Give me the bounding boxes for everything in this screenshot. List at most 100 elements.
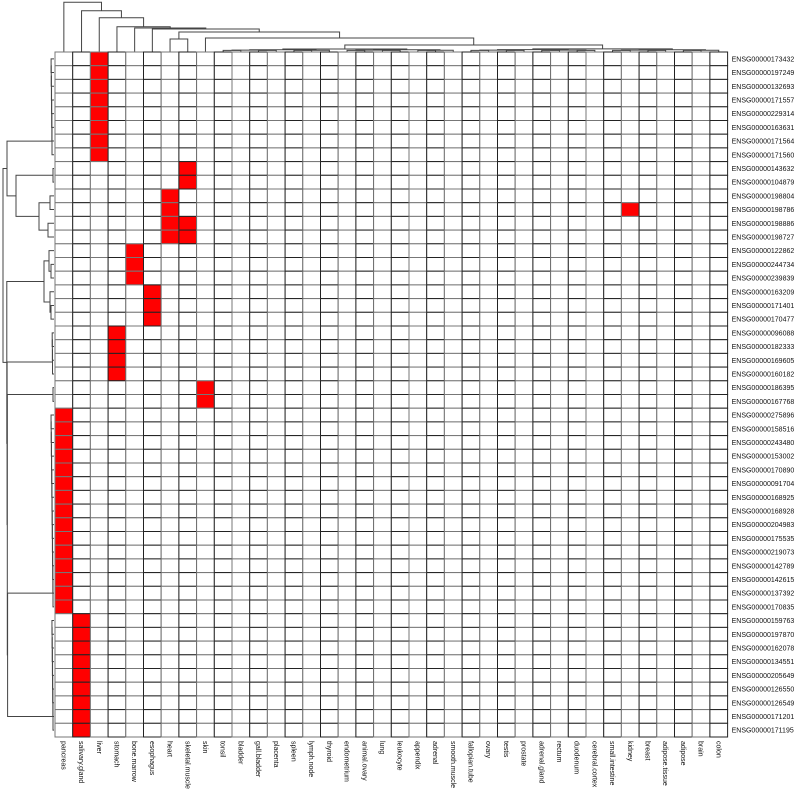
- heatmap-cell: [54, 78, 74, 94]
- heatmap-cell: [337, 599, 357, 615]
- heatmap-cell: [620, 339, 640, 354]
- row-label: ENSG00000198786: [732, 207, 795, 214]
- heatmap-cell: [302, 599, 321, 615]
- heatmap-cell: [125, 668, 145, 683]
- heatmap-cell: [656, 448, 675, 464]
- heatmap-cell: [373, 92, 392, 108]
- heatmap-cell: [426, 147, 445, 163]
- heatmap-cell: [143, 503, 162, 519]
- heatmap-cell: [532, 722, 552, 738]
- heatmap-cell: [497, 681, 516, 697]
- heatmap-cell: [461, 613, 481, 628]
- heatmap-cell: [461, 709, 481, 724]
- heatmap-cell: [143, 215, 162, 231]
- heatmap-cell: [249, 339, 268, 354]
- heatmap-cell: [479, 78, 498, 94]
- heatmap-cell: [461, 695, 481, 711]
- heatmap-cell: [160, 298, 180, 313]
- heatmap-cell: [231, 106, 251, 122]
- heatmap-cell: [373, 147, 392, 163]
- heatmap-cell: [160, 626, 180, 642]
- heatmap-cell: [390, 325, 410, 341]
- heatmap-cell: [514, 709, 534, 724]
- heatmap-cell: [125, 626, 145, 642]
- heatmap-cell: [497, 120, 516, 135]
- heatmap-cell: [231, 476, 251, 491]
- heatmap-cell: [107, 654, 127, 669]
- heatmap-cell: [479, 215, 498, 231]
- heatmap-cell: [514, 448, 534, 464]
- heatmap-cell: [585, 695, 605, 711]
- heatmap-cell: [196, 722, 215, 738]
- heatmap-cell: [550, 695, 569, 711]
- heatmap-cell: [89, 448, 109, 464]
- heatmap-cell: [213, 65, 233, 80]
- heatmap-cell: [125, 284, 145, 300]
- heatmap-cell: [479, 421, 498, 437]
- heatmap-cell: [567, 572, 587, 587]
- heatmap-cell: [72, 640, 91, 656]
- heatmap-cell: [532, 161, 552, 176]
- heatmap-cell: [125, 229, 145, 245]
- heatmap-cell: [426, 558, 445, 574]
- heatmap-cell: [196, 531, 215, 546]
- heatmap-cell: [160, 476, 180, 491]
- heatmap-cell: [266, 202, 286, 217]
- heatmap-cell: [320, 640, 339, 656]
- heatmap-cell: [408, 366, 428, 382]
- heatmap-cell: [373, 681, 392, 697]
- heatmap-cell: [479, 339, 498, 354]
- heatmap-cell: [709, 229, 729, 245]
- heatmap-cell: [178, 298, 198, 313]
- heatmap-cell: [266, 51, 286, 67]
- heatmap-cell: [178, 462, 198, 478]
- heatmap-cell: [408, 709, 428, 724]
- heatmap-cell: [408, 668, 428, 683]
- heatmap-cell: [320, 572, 339, 587]
- heatmap-cell: [426, 202, 445, 217]
- heatmap-cell: [691, 284, 711, 300]
- heatmap-cell: [674, 147, 693, 163]
- heatmap-cell: [426, 722, 445, 738]
- heatmap-cell: [567, 503, 587, 519]
- heatmap-cell: [603, 325, 622, 341]
- heatmap-cell: [390, 174, 410, 190]
- heatmap-cell: [585, 366, 605, 382]
- heatmap-cell: [54, 695, 74, 711]
- heatmap-cell: [196, 51, 215, 67]
- heatmap-cell: [373, 435, 392, 450]
- heatmap-cell: [497, 202, 516, 217]
- heatmap-cell: [72, 366, 91, 382]
- heatmap-cell: [213, 394, 233, 409]
- heatmap-cell: [390, 352, 410, 368]
- heatmap-cell: [603, 174, 622, 190]
- heatmap-cell: [320, 270, 339, 286]
- heatmap-cell: [638, 65, 658, 80]
- heatmap-cell: [461, 654, 481, 669]
- heatmap-cell: [585, 572, 605, 587]
- heatmap-cell: [107, 174, 127, 190]
- heatmap-cell: [196, 339, 215, 354]
- heatmap-cell: [426, 339, 445, 354]
- heatmap-cell: [408, 174, 428, 190]
- row-label: ENSG00000198886: [732, 221, 795, 228]
- heatmap-cell: [54, 243, 74, 259]
- heatmap-cell: [603, 284, 622, 300]
- heatmap-cell: [373, 325, 392, 341]
- heatmap-cell: [72, 229, 91, 245]
- heatmap-cell: [320, 78, 339, 94]
- heatmap-cell: [160, 270, 180, 286]
- heatmap-cell: [532, 544, 552, 560]
- column-label: lymph.node: [307, 741, 314, 777]
- heatmap-cell: [656, 65, 675, 80]
- heatmap-cell: [196, 366, 215, 382]
- heatmap-cell: [337, 147, 357, 163]
- heatmap-cell: [355, 709, 375, 724]
- heatmap-cell: [585, 106, 605, 122]
- row-label: ENSG00000160182: [732, 371, 795, 378]
- heatmap-cell: [620, 695, 640, 711]
- heatmap-cell: [426, 681, 445, 697]
- heatmap-cell: [674, 489, 693, 505]
- heatmap-cell: [461, 476, 481, 491]
- heatmap-cell: [249, 421, 268, 437]
